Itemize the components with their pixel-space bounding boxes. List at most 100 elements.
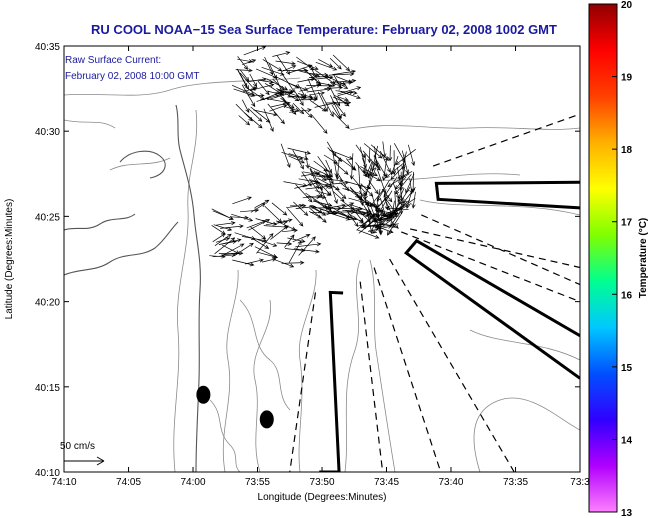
current-vector-arrow — [234, 232, 256, 241]
current-vector-arrow — [313, 170, 327, 182]
current-vector-arrow — [280, 97, 295, 109]
current-vector-arrow — [308, 210, 323, 219]
current-vector-arrow — [327, 83, 341, 107]
current-vector-arrow — [293, 248, 320, 254]
current-vector-arrow — [356, 229, 380, 239]
dashed-boundary — [400, 231, 580, 303]
coastline-bay — [64, 221, 179, 276]
current-vector-arrow — [262, 90, 285, 100]
current-vector-arrow — [370, 145, 378, 172]
x-tick-label: 73:45 — [374, 477, 399, 488]
surface-current-vectors — [209, 46, 416, 268]
dashed-boundaries — [289, 113, 580, 472]
contour-line — [298, 269, 317, 472]
current-vector-arrow — [250, 226, 267, 240]
contour-line — [349, 125, 580, 131]
current-vector-arrow — [398, 186, 411, 205]
current-vector-arrow — [336, 96, 350, 107]
current-vector-arrow — [220, 239, 238, 245]
current-vector-arrow — [355, 144, 366, 159]
current-vector-arrow — [409, 177, 414, 195]
current-vector-arrow — [288, 155, 305, 164]
y-axis-label: Latitude (Degrees:Minutes) — [4, 199, 15, 320]
current-vector-arrow — [329, 57, 342, 70]
current-vector-arrow — [360, 166, 378, 177]
current-vector-arrow — [287, 82, 309, 91]
current-vector-arrow — [249, 73, 257, 88]
colorbar-label: Temperature (°C) — [638, 218, 649, 299]
annotation-line-2: February 02, 2008 10:00 GMT — [65, 71, 200, 82]
current-vector-arrow — [372, 220, 391, 234]
current-vector-arrow — [333, 94, 349, 102]
current-vector-arrow — [282, 228, 298, 233]
contour-line — [473, 397, 580, 472]
current-vector-arrow — [274, 90, 294, 95]
current-vector-arrow — [239, 208, 260, 213]
current-vector-arrow — [357, 210, 371, 223]
current-vector-arrow — [294, 181, 321, 189]
current-vector-arrow — [327, 203, 347, 209]
bathymetry-contours — [64, 77, 580, 472]
current-vector-arrow — [346, 158, 356, 171]
current-vector-arrow — [209, 254, 226, 259]
current-vector-arrow — [265, 220, 289, 226]
x-tick-label: 73:40 — [438, 477, 463, 488]
current-vector-arrow — [377, 212, 394, 227]
current-vector-arrow — [337, 173, 349, 192]
current-vector-arrow — [334, 80, 354, 85]
current-vector-arrow — [248, 108, 263, 122]
shipping-lane-lane-north — [434, 180, 580, 210]
current-vector-arrow — [242, 86, 258, 93]
current-vector-arrow — [310, 179, 334, 189]
current-vector-arrow — [329, 71, 355, 77]
current-vector-arrow — [355, 162, 368, 178]
current-vector-arrow — [211, 225, 226, 235]
current-vector-arrow — [399, 165, 406, 192]
current-vector-arrow — [332, 69, 357, 75]
current-vector-arrow — [394, 174, 412, 195]
current-vector-arrow — [247, 77, 267, 83]
current-vector-arrow — [331, 104, 341, 120]
current-vector-arrow — [397, 171, 413, 179]
scale-arrow-head-bottom — [96, 460, 105, 466]
current-vector-arrow — [362, 150, 381, 171]
current-vector-arrow — [288, 153, 309, 161]
current-vector-arrow — [382, 141, 387, 159]
contour-line — [64, 119, 116, 129]
current-vector-arrow — [367, 147, 372, 164]
current-vector-arrow — [292, 103, 305, 115]
current-vector-arrow — [275, 60, 296, 66]
contour-line — [253, 299, 272, 472]
dashed-boundary — [421, 214, 580, 286]
x-tick-label: 73:55 — [245, 477, 270, 488]
shipping-lane-lane-south — [319, 290, 344, 472]
colorbar-tick-label: 13 — [621, 508, 633, 518]
y-tick-label: 40:25 — [35, 212, 60, 223]
current-vector-arrow — [235, 68, 253, 73]
current-vector-arrow — [373, 224, 394, 234]
current-vector-arrow — [333, 210, 358, 221]
x-tick-label: 74:00 — [181, 477, 206, 488]
current-vector-arrow — [357, 165, 362, 190]
current-vector-arrow — [334, 102, 346, 117]
current-vector-arrow — [347, 211, 359, 228]
current-vector-arrow — [309, 178, 323, 198]
current-vector-arrow — [384, 193, 390, 211]
current-vector-arrow — [309, 204, 323, 214]
current-vector-arrow — [281, 72, 295, 93]
current-vector-arrow — [390, 155, 399, 176]
dashed-boundary — [432, 113, 580, 167]
current-vector-arrow — [272, 51, 291, 57]
current-vector-arrow — [368, 180, 379, 195]
current-vector-arrow — [381, 156, 388, 182]
colorbar-tick-label: 15 — [621, 363, 633, 374]
current-vector-arrow — [320, 208, 338, 215]
current-vector-arrow — [215, 237, 231, 243]
contour-line — [344, 259, 361, 472]
plot-background — [64, 46, 580, 472]
current-vector-arrow — [276, 241, 293, 246]
dashed-boundary — [289, 292, 317, 472]
current-vector-arrow — [271, 202, 288, 216]
current-vector-arrow — [323, 168, 334, 185]
current-vector-arrow — [381, 207, 399, 217]
